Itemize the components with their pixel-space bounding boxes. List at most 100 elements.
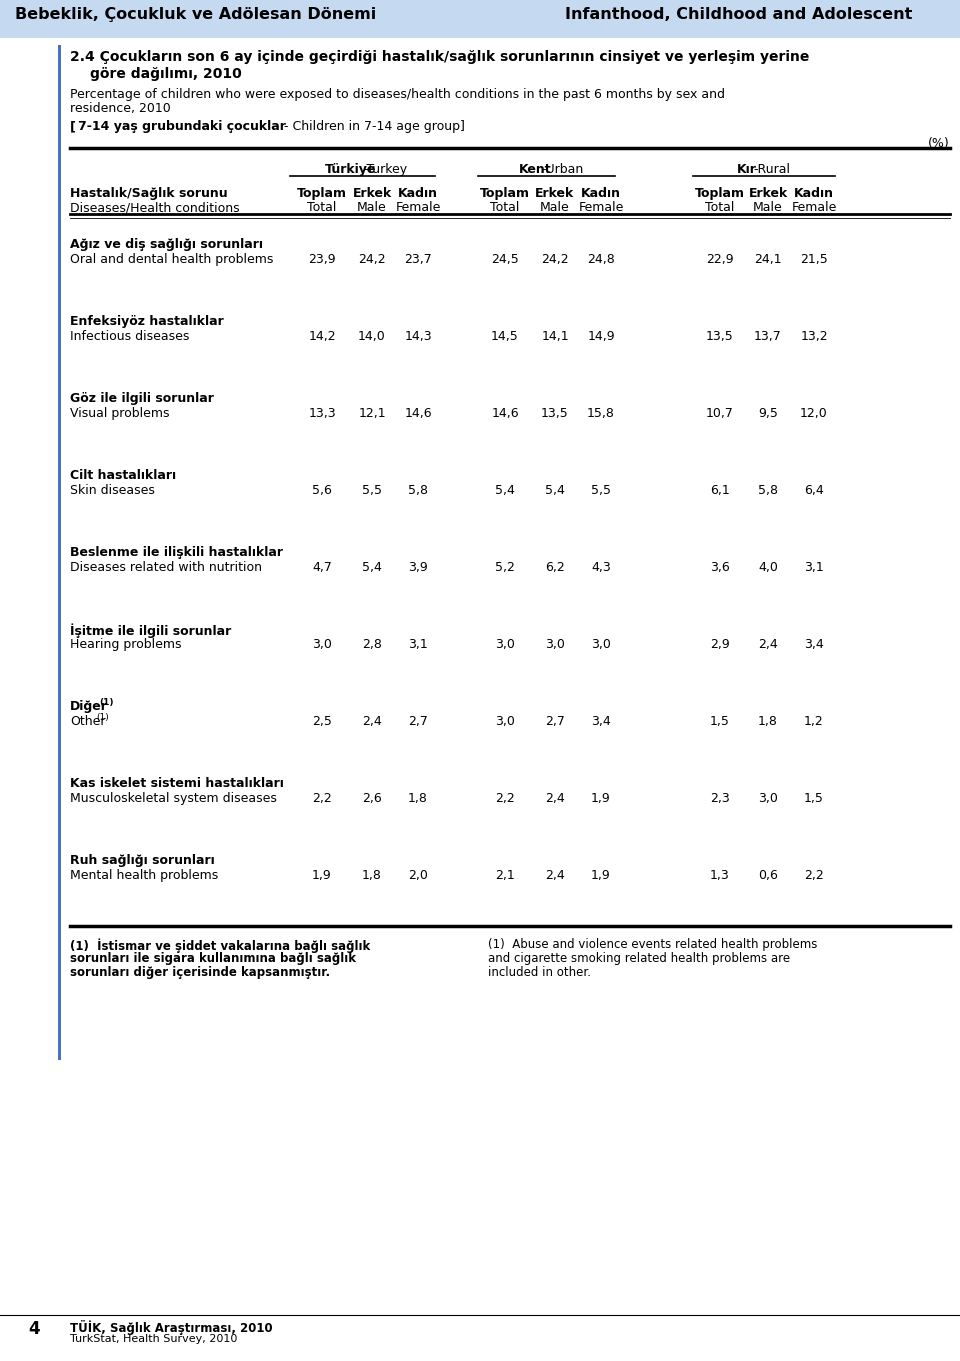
Text: - Children in 7-14 age group]: - Children in 7-14 age group] <box>280 120 465 133</box>
Text: Male: Male <box>540 201 570 214</box>
Text: 23,7: 23,7 <box>404 253 432 265</box>
Text: 23,9: 23,9 <box>308 253 336 265</box>
Text: 2.4 Çocukların son 6 ay içinde geçirdiği hastalık/sağlık sorunlarının cinsiyet v: 2.4 Çocukların son 6 ay içinde geçirdiği… <box>70 50 809 64</box>
Text: 2,9: 2,9 <box>710 638 730 651</box>
Text: 3,6: 3,6 <box>710 561 730 574</box>
Text: Infanthood, Childhood and Adolescent: Infanthood, Childhood and Adolescent <box>565 7 912 22</box>
Text: 1,9: 1,9 <box>591 870 611 882</box>
Text: 12,0: 12,0 <box>800 407 828 421</box>
Text: 5,4: 5,4 <box>545 485 564 497</box>
Text: 24,8: 24,8 <box>588 253 614 265</box>
Text: 24,2: 24,2 <box>541 253 569 265</box>
Text: TurkStat, Health Survey, 2010: TurkStat, Health Survey, 2010 <box>70 1334 237 1345</box>
Text: Male: Male <box>357 201 387 214</box>
Text: 6,1: 6,1 <box>710 485 730 497</box>
Text: Diseases/Health conditions: Diseases/Health conditions <box>70 201 240 214</box>
Text: Ağız ve diş sağlığı sorunları: Ağız ve diş sağlığı sorunları <box>70 238 263 250</box>
Text: 4,3: 4,3 <box>591 561 611 574</box>
Text: Ruh sağlığı sorunları: Ruh sağlığı sorunları <box>70 853 215 867</box>
Text: 2,7: 2,7 <box>408 715 428 728</box>
Text: 2,7: 2,7 <box>545 715 564 728</box>
Text: 3,0: 3,0 <box>312 638 332 651</box>
Text: 2,4: 2,4 <box>545 870 564 882</box>
Text: Male: Male <box>754 201 782 214</box>
Text: Beslenme ile ilişkili hastalıklar: Beslenme ile ilişkili hastalıklar <box>70 546 283 559</box>
Text: 14,6: 14,6 <box>404 407 432 421</box>
Text: 2,2: 2,2 <box>804 870 824 882</box>
Text: and cigarette smoking related health problems are: and cigarette smoking related health pro… <box>488 951 790 965</box>
Text: 13,5: 13,5 <box>707 329 733 343</box>
Text: 4,0: 4,0 <box>758 561 778 574</box>
Text: residence, 2010: residence, 2010 <box>70 102 171 114</box>
Text: 3,0: 3,0 <box>545 638 564 651</box>
Text: Bebeklik, Çocukluk ve Adölesan Dönemi: Bebeklik, Çocukluk ve Adölesan Dönemi <box>15 7 376 22</box>
Text: Total: Total <box>491 201 519 214</box>
Text: 3,9: 3,9 <box>408 561 428 574</box>
Text: 1,3: 1,3 <box>710 870 730 882</box>
Text: 1,8: 1,8 <box>758 715 778 728</box>
Text: 2,2: 2,2 <box>495 792 515 804</box>
Text: Oral and dental health problems: Oral and dental health problems <box>70 253 274 265</box>
Text: 15,8: 15,8 <box>588 407 615 421</box>
Text: 24,5: 24,5 <box>492 253 518 265</box>
Text: 14,9: 14,9 <box>588 329 614 343</box>
Text: 1,5: 1,5 <box>710 715 730 728</box>
Text: 10,7: 10,7 <box>706 407 734 421</box>
Text: 5,4: 5,4 <box>362 561 382 574</box>
Text: 14,0: 14,0 <box>358 329 386 343</box>
Text: Female: Female <box>396 201 441 214</box>
Text: 3,1: 3,1 <box>408 638 428 651</box>
Text: 1,2: 1,2 <box>804 715 824 728</box>
Text: 3,0: 3,0 <box>591 638 611 651</box>
Text: 3,1: 3,1 <box>804 561 824 574</box>
Text: 2,6: 2,6 <box>362 792 382 804</box>
Text: Toplam: Toplam <box>297 186 347 200</box>
Text: 1,9: 1,9 <box>591 792 611 804</box>
Text: Visual problems: Visual problems <box>70 407 170 421</box>
Text: 4,7: 4,7 <box>312 561 332 574</box>
Text: Cilt hastalıkları: Cilt hastalıkları <box>70 470 176 482</box>
Text: Percentage of children who were exposed to diseases/health conditions in the pas: Percentage of children who were exposed … <box>70 88 725 101</box>
Text: 2,8: 2,8 <box>362 638 382 651</box>
Text: 13,2: 13,2 <box>801 329 828 343</box>
Text: 1,9: 1,9 <box>312 870 332 882</box>
Text: -Rural: -Rural <box>754 163 790 176</box>
Text: sorunları ile sigara kullanımına bağlı sağlık: sorunları ile sigara kullanımına bağlı s… <box>70 951 356 965</box>
Text: 2,2: 2,2 <box>312 792 332 804</box>
Text: 5,6: 5,6 <box>312 485 332 497</box>
Text: Other: Other <box>70 715 106 728</box>
Bar <box>0 0 960 38</box>
Text: 5,4: 5,4 <box>495 485 515 497</box>
Text: 2,3: 2,3 <box>710 792 730 804</box>
Text: Kent: Kent <box>519 163 552 176</box>
Text: Kadın: Kadın <box>794 186 834 200</box>
Text: 7-14 yaş grubundaki çocuklar: 7-14 yaş grubundaki çocuklar <box>78 120 286 133</box>
Text: -Urban: -Urban <box>541 163 584 176</box>
Text: 12,1: 12,1 <box>358 407 386 421</box>
Text: Musculoskeletal system diseases: Musculoskeletal system diseases <box>70 792 276 804</box>
Text: Skin diseases: Skin diseases <box>70 485 155 497</box>
Text: 3,0: 3,0 <box>495 715 515 728</box>
Text: Female: Female <box>791 201 837 214</box>
Text: Toplam: Toplam <box>480 186 530 200</box>
Text: Diğer: Diğer <box>70 700 108 713</box>
Text: Göz ile ilgili sorunlar: Göz ile ilgili sorunlar <box>70 392 214 406</box>
Text: 6,2: 6,2 <box>545 561 564 574</box>
Text: 5,5: 5,5 <box>362 485 382 497</box>
Text: Diseases related with nutrition: Diseases related with nutrition <box>70 561 262 574</box>
Text: 21,5: 21,5 <box>800 253 828 265</box>
Bar <box>58 45 61 1060</box>
Text: Erkek: Erkek <box>352 186 392 200</box>
Text: 13,7: 13,7 <box>755 329 781 343</box>
Text: Mental health problems: Mental health problems <box>70 870 218 882</box>
Text: 2,4: 2,4 <box>545 792 564 804</box>
Text: 24,2: 24,2 <box>358 253 386 265</box>
Text: 13,5: 13,5 <box>541 407 569 421</box>
Text: included in other.: included in other. <box>488 966 591 979</box>
Text: 9,5: 9,5 <box>758 407 778 421</box>
Text: Kas iskelet sistemi hastalıkları: Kas iskelet sistemi hastalıkları <box>70 777 284 789</box>
Text: (%): (%) <box>928 137 950 150</box>
Text: Total: Total <box>706 201 734 214</box>
Text: Hastalık/Sağlık sorunu: Hastalık/Sağlık sorunu <box>70 186 228 200</box>
Text: 3,0: 3,0 <box>495 638 515 651</box>
